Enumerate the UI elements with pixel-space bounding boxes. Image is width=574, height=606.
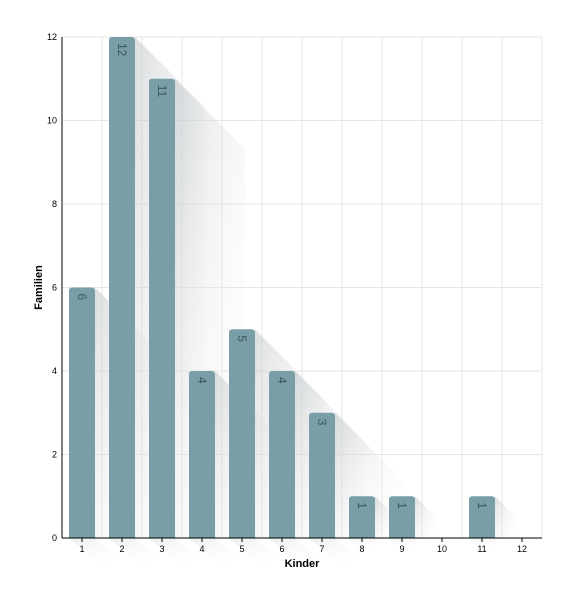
bar-shadow — [495, 496, 518, 538]
bar-value-label: 1 — [395, 502, 409, 509]
x-tick-label: 4 — [199, 544, 204, 554]
bar-body — [269, 375, 295, 538]
bar-value-label: 11 — [155, 85, 169, 98]
bar-floor-shadow — [469, 538, 505, 547]
bar-body — [69, 291, 95, 538]
bar-body — [469, 500, 495, 538]
bar-body — [309, 416, 335, 538]
x-tick-label: 9 — [399, 544, 404, 554]
x-tick-label: 11 — [477, 544, 486, 554]
bar-shadow — [415, 496, 438, 538]
bar-body — [229, 333, 255, 538]
bar-floor-shadow — [269, 538, 323, 563]
y-tick-label: 10 — [47, 116, 57, 126]
x-tick-label: 10 — [437, 544, 447, 554]
x-tick-label: 5 — [239, 544, 244, 554]
y-tick-label: 2 — [52, 450, 57, 460]
bar-floor-shadow — [229, 538, 283, 563]
y-tick-label: 6 — [52, 283, 57, 293]
bar-value-label: 1 — [355, 502, 369, 509]
bar-value-label: 1 — [475, 502, 489, 509]
y-tick-label: 8 — [52, 199, 57, 209]
y-axis-title: Familien — [33, 265, 45, 310]
bar-floor-shadow — [109, 538, 163, 563]
bars — [69, 37, 495, 538]
bar-value-label: 5 — [235, 335, 249, 342]
bar-floor-shadow — [349, 538, 385, 547]
y-tick-label: 0 — [52, 533, 57, 543]
x-tick-label: 2 — [119, 544, 124, 554]
bar-floor-shadow — [189, 538, 243, 563]
bar-floor-shadow — [389, 538, 425, 547]
bar-body — [189, 375, 215, 538]
x-tick-label: 8 — [359, 544, 364, 554]
x-axis-title: Kinder — [285, 558, 321, 570]
bar-value-label: 12 — [115, 43, 129, 57]
x-tick-label: 1 — [79, 544, 84, 554]
bar-body — [109, 41, 135, 538]
x-tick-label: 12 — [517, 544, 527, 554]
bar-floor-shadow — [309, 538, 363, 563]
bar-value-label: 3 — [315, 419, 329, 426]
x-tick-label: 6 — [279, 544, 284, 554]
bar-value-label: 4 — [275, 377, 289, 384]
bar-body — [149, 82, 175, 538]
bar-body — [349, 500, 375, 538]
bar-floor-shadow — [149, 538, 203, 563]
x-tick-label: 3 — [159, 544, 164, 554]
bar-body — [389, 500, 415, 538]
bar-value-label: 4 — [195, 377, 209, 384]
y-tick-label: 4 — [52, 366, 57, 376]
x-tick-label: 7 — [319, 544, 324, 554]
bar-floor-shadow — [69, 538, 123, 563]
bar-value-label: 6 — [75, 294, 89, 301]
y-tick-label: 12 — [47, 32, 57, 42]
